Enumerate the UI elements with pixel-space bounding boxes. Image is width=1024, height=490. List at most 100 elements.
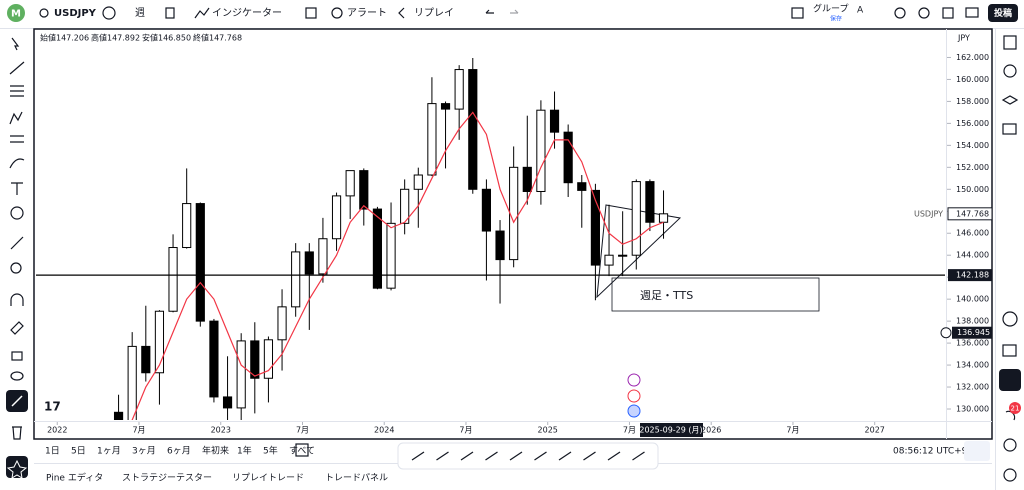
y-tick-label: 160.000 [956, 75, 989, 84]
data-window[interactable] [1001, 95, 1019, 105]
tool-icon[interactable] [485, 451, 498, 461]
y-tick-label: 140.000 [956, 295, 989, 304]
draw-mode[interactable] [10, 321, 24, 335]
candle-body [386, 222, 396, 289]
candle-body [372, 208, 383, 289]
visibility-tool[interactable] [10, 371, 24, 381]
replay-icon[interactable] [398, 7, 405, 19]
chat[interactable] [1002, 123, 1017, 135]
icon-tool[interactable] [10, 206, 24, 220]
tool-icon[interactable] [558, 451, 572, 461]
alert-icon[interactable] [331, 7, 343, 19]
apps[interactable] [999, 369, 1021, 391]
goto-date[interactable] [295, 443, 309, 457]
favorites[interactable] [6, 456, 28, 478]
crosshair-add[interactable] [940, 327, 952, 339]
y-tick-label: 132.000 [956, 383, 989, 392]
event-icon[interactable] [627, 404, 641, 418]
snapshot[interactable] [965, 7, 979, 18]
y-tick-label: 156.000 [956, 119, 989, 128]
event-icon[interactable] [627, 373, 641, 387]
candle-body [481, 188, 491, 232]
indicator-icon[interactable] [194, 7, 210, 19]
delete-tool[interactable] [12, 426, 22, 440]
text-tool[interactable] [11, 182, 23, 195]
candle-body [304, 251, 314, 275]
moving-average [131, 111, 664, 420]
forecast-tool[interactable] [10, 135, 24, 143]
font[interactable]: A [857, 6, 864, 16]
chart-frame [33, 28, 993, 440]
range-button[interactable]: 年初来 [202, 445, 229, 457]
tab[interactable]: リプレイトレード [232, 473, 304, 484]
zoom-tool[interactable] [10, 262, 22, 274]
tool-icon[interactable] [411, 451, 425, 461]
post-button[interactable] [988, 4, 1018, 22]
currency[interactable]: JPY [957, 34, 970, 43]
calendar[interactable] [1002, 344, 1017, 357]
tool-icon[interactable] [436, 451, 449, 461]
quick-search[interactable] [894, 7, 906, 19]
x-tick-label: 7月 [459, 426, 472, 435]
lock-tool[interactable] [11, 351, 23, 361]
tab[interactable]: ストラテジーテスター [122, 473, 212, 484]
watchlist[interactable] [1003, 35, 1017, 50]
range-button[interactable]: 3ヶ月 [132, 446, 156, 457]
alert[interactable]: アラート [347, 7, 387, 19]
range-button[interactable]: 6ヶ月 [167, 446, 191, 457]
tool-icon[interactable] [607, 451, 621, 461]
range-button[interactable]: 5日 [71, 446, 86, 457]
range-button[interactable]: 1ヶ月 [97, 446, 121, 457]
tool-icon[interactable] [583, 451, 596, 461]
indicators[interactable]: インジケーター [212, 7, 282, 19]
price-label-box [952, 326, 992, 339]
candle-body [113, 411, 124, 420]
magnet-tool[interactable] [10, 293, 24, 306]
interval[interactable]: 週 [135, 7, 145, 19]
chart-type-icon[interactable] [165, 7, 175, 19]
range-button[interactable]: 1年 [237, 445, 252, 457]
templates-icon[interactable] [305, 7, 317, 19]
link-glyph [11, 395, 23, 407]
replay[interactable]: リプレイ [414, 7, 454, 19]
candle-body [236, 340, 246, 409]
measure-tool[interactable] [10, 236, 24, 250]
trend-line-tool[interactable] [9, 61, 25, 75]
symbol[interactable]: USDJPY [54, 8, 97, 19]
pattern-tool[interactable] [9, 111, 23, 125]
notifications[interactable] [1003, 468, 1017, 482]
settings[interactable] [918, 7, 930, 19]
trading[interactable] [1002, 311, 1018, 327]
candle-body [427, 103, 437, 176]
tool-icon[interactable] [632, 451, 645, 461]
tool-icon[interactable] [534, 451, 547, 461]
layout-icon[interactable] [791, 7, 804, 19]
annotation-box[interactable] [611, 277, 820, 312]
triangle-drawing[interactable] [596, 204, 682, 299]
tab[interactable]: トレードパネル [325, 473, 388, 484]
range-button[interactable]: すべて [289, 446, 315, 457]
avatar[interactable] [7, 4, 25, 22]
brush-tool[interactable] [9, 158, 25, 169]
clock: 08:56:12 UTC+9 [893, 447, 968, 457]
fib-tool[interactable] [10, 85, 24, 97]
tool-icon[interactable] [460, 451, 474, 461]
group[interactable]: グループ [813, 3, 848, 15]
alerts[interactable] [1003, 64, 1017, 78]
redo[interactable] [510, 9, 519, 14]
search-icon[interactable] [39, 8, 49, 18]
help[interactable] [1003, 438, 1017, 452]
range-button[interactable]: 1日 [45, 446, 60, 457]
candle-body [618, 254, 628, 257]
tab[interactable]: Pine エディタ [46, 472, 103, 484]
undo[interactable] [485, 9, 494, 14]
fullscreen[interactable] [942, 7, 954, 19]
cursor-tool[interactable] [11, 37, 20, 51]
save[interactable]: 保存 [830, 15, 842, 23]
add-symbol[interactable] [102, 6, 116, 20]
ohlc-close: 終値147.768 [193, 33, 242, 43]
range-button[interactable]: 5年 [263, 445, 278, 457]
event-icon[interactable] [627, 389, 641, 403]
tool-icon[interactable] [509, 451, 523, 461]
auto-scale[interactable] [964, 441, 990, 461]
